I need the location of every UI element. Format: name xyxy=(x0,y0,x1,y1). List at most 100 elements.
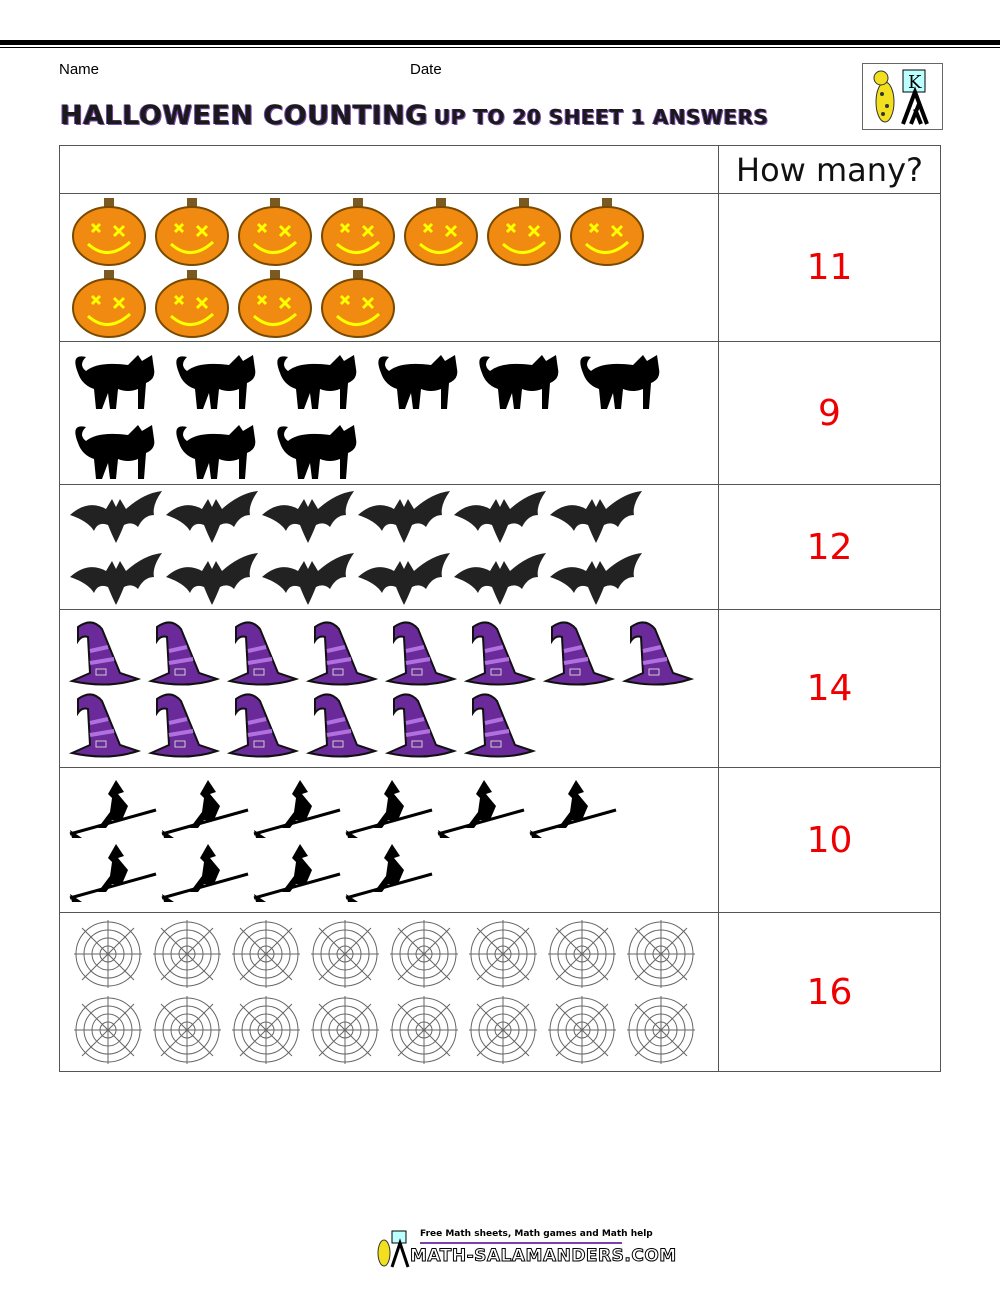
spider-web-icon xyxy=(469,996,537,1064)
pumpkin-icon xyxy=(321,197,395,266)
spider-web-icon xyxy=(627,996,695,1064)
top-rule-thin xyxy=(0,47,1000,48)
pumpkin-icon xyxy=(570,197,644,266)
cat-icon xyxy=(277,355,357,409)
title-sub: UP TO 20 SHEET 1 ANSWERS xyxy=(434,105,769,129)
table-row: 16 xyxy=(59,912,941,1072)
pictures-cell xyxy=(59,912,719,1072)
bat-icon xyxy=(358,491,450,543)
spider-web-icon xyxy=(74,996,142,1064)
bat-icon xyxy=(70,553,162,605)
witch-hat-icon xyxy=(226,621,300,686)
spider-web-icon xyxy=(548,996,616,1064)
witch-hat-icon xyxy=(463,693,537,758)
icon-line xyxy=(60,916,718,992)
icon-line xyxy=(60,343,718,413)
icon-line xyxy=(60,776,718,840)
icon-line xyxy=(60,689,718,761)
footer-site: MATH-SALAMANDERS.COM xyxy=(410,1246,677,1267)
cat-icon xyxy=(75,355,155,409)
top-rule xyxy=(0,40,1000,45)
witch-on-broom-icon xyxy=(253,844,341,902)
icon-line xyxy=(60,617,718,689)
pumpkin-icon xyxy=(155,197,229,266)
witch-hat-icon xyxy=(542,621,616,686)
page-title: HALLOWEEN COUNTING UP TO 20 SHEET 1 ANSW… xyxy=(60,100,769,131)
icon-line xyxy=(60,992,718,1068)
bat-icon xyxy=(166,553,258,605)
witch-hat-icon xyxy=(305,621,379,686)
pictures-cell xyxy=(59,341,719,485)
cat-icon xyxy=(176,425,256,479)
witch-hat-icon xyxy=(226,693,300,758)
pumpkin-icon xyxy=(321,269,395,338)
icon-line xyxy=(60,840,718,904)
pictures-cell xyxy=(59,609,719,768)
pumpkin-icon xyxy=(72,197,146,266)
table-row: 14 xyxy=(59,609,941,768)
pumpkin-icon xyxy=(238,197,312,266)
spider-web-icon xyxy=(311,996,379,1064)
spider-web-icon xyxy=(548,920,616,988)
bat-icon xyxy=(454,491,546,543)
pictures-cell xyxy=(59,767,719,913)
witch-on-broom-icon xyxy=(69,844,157,902)
header-blank-cell xyxy=(59,145,719,194)
pictures-cell xyxy=(59,193,719,342)
counting-table: How many? 11 9 12 14 10 16 xyxy=(59,145,941,1072)
cat-icon xyxy=(580,355,660,409)
bat-icon xyxy=(262,553,354,605)
pumpkin-icon xyxy=(72,269,146,338)
salamander-icon xyxy=(377,1230,410,1268)
witch-hat-icon xyxy=(305,693,379,758)
answer-cell: 14 xyxy=(718,609,941,768)
cat-icon xyxy=(277,425,357,479)
witch-hat-icon xyxy=(68,621,142,686)
bat-icon xyxy=(262,491,354,543)
spider-web-icon xyxy=(390,996,458,1064)
pumpkin-icon xyxy=(487,197,561,266)
spider-web-icon xyxy=(627,920,695,988)
header-row: How many? xyxy=(59,145,941,194)
witch-on-broom-icon xyxy=(161,780,249,838)
footer-line xyxy=(420,1242,622,1244)
cat-icon xyxy=(378,355,458,409)
icon-line xyxy=(60,547,718,609)
icon-line xyxy=(60,413,718,483)
witch-hat-icon xyxy=(463,621,537,686)
witch-on-broom-icon xyxy=(437,780,525,838)
title-main: HALLOWEEN COUNTING xyxy=(60,100,429,131)
pumpkin-icon xyxy=(155,269,229,338)
how-many-header: How many? xyxy=(718,145,941,194)
bat-icon xyxy=(550,491,642,543)
bat-icon xyxy=(454,553,546,605)
spider-web-icon xyxy=(153,996,221,1064)
witch-on-broom-icon xyxy=(253,780,341,838)
cat-icon xyxy=(479,355,559,409)
name-label: Name xyxy=(59,61,100,78)
table-row: 9 xyxy=(59,341,941,485)
table-row: 11 xyxy=(59,193,941,342)
salamander-logo: K xyxy=(862,63,943,130)
witch-on-broom-icon xyxy=(161,844,249,902)
spider-web-icon xyxy=(390,920,458,988)
witch-hat-icon xyxy=(621,621,695,686)
answer-cell: 10 xyxy=(718,767,941,913)
spider-web-icon xyxy=(469,920,537,988)
icon-line xyxy=(60,196,718,268)
bat-icon xyxy=(70,491,162,543)
answer-cell: 9 xyxy=(718,341,941,485)
witch-hat-icon xyxy=(384,693,458,758)
witch-on-broom-icon xyxy=(345,844,433,902)
date-label: Date xyxy=(410,61,442,78)
bat-icon xyxy=(166,491,258,543)
answer-cell: 12 xyxy=(718,484,941,610)
spider-web-icon xyxy=(232,996,300,1064)
witch-on-broom-icon xyxy=(345,780,433,838)
icon-line xyxy=(60,268,718,340)
icon-line xyxy=(60,485,718,547)
table-row: 12 xyxy=(59,484,941,610)
spider-web-icon xyxy=(74,920,142,988)
witch-hat-icon xyxy=(68,693,142,758)
answer-cell: 16 xyxy=(718,912,941,1072)
